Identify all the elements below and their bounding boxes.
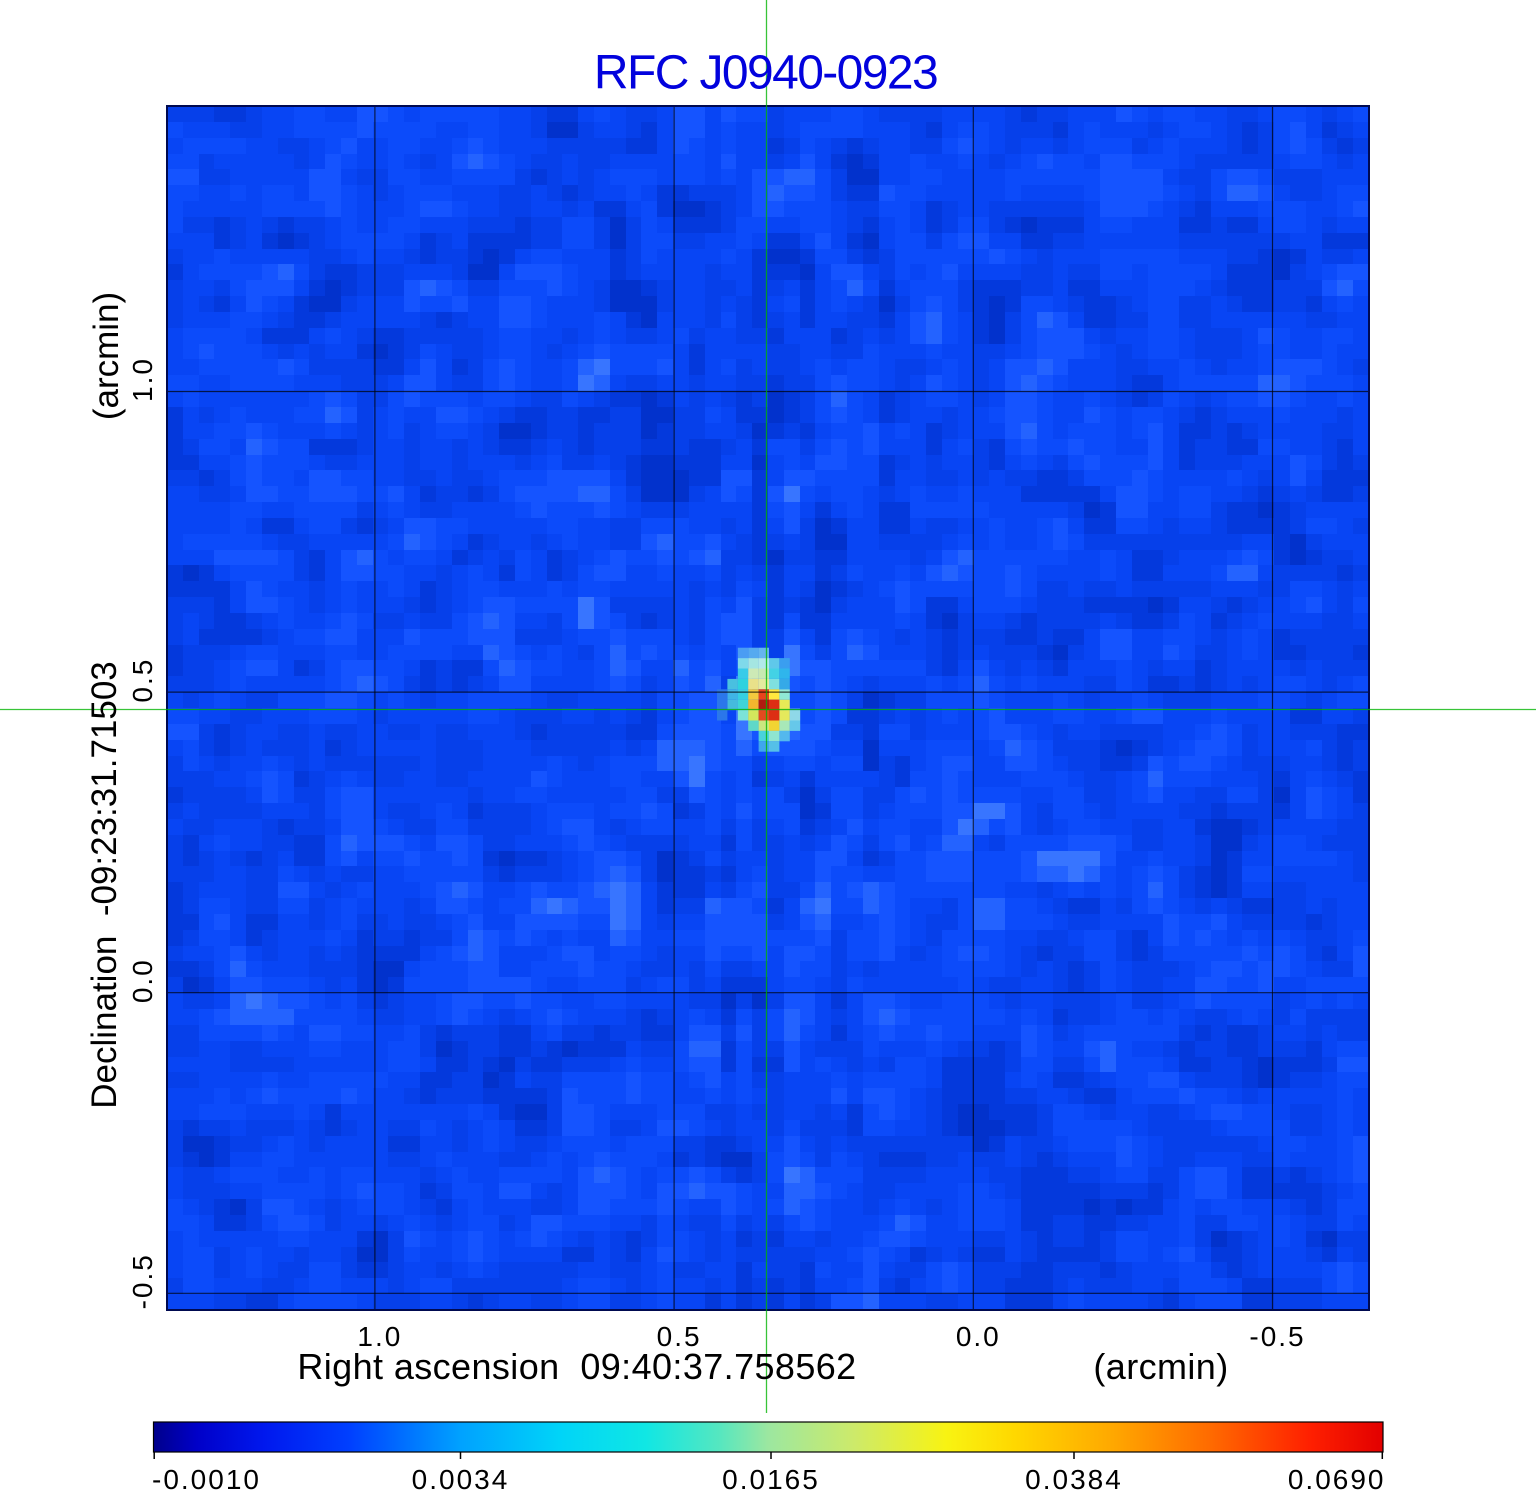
svg-text:Right ascension 09:40:37.7585: Right ascension 09:40:37.758562 bbox=[297, 1346, 856, 1387]
svg-text:(arcmin): (arcmin) bbox=[1093, 1346, 1228, 1387]
svg-text:Declination -09:23:31.71503: Declination -09:23:31.71503 bbox=[85, 661, 124, 1109]
svg-text:0.0: 0.0 bbox=[127, 958, 158, 1003]
svg-text:1.0: 1.0 bbox=[127, 357, 158, 402]
svg-text:0.0690: 0.0690 bbox=[1288, 1464, 1386, 1495]
svg-text:1.0: 1.0 bbox=[357, 1321, 402, 1352]
svg-text:-0.0010: -0.0010 bbox=[152, 1464, 261, 1495]
svg-text:0.0165: 0.0165 bbox=[722, 1464, 820, 1495]
svg-text:-0.5: -0.5 bbox=[1249, 1321, 1305, 1352]
svg-text:-0.5: -0.5 bbox=[127, 1253, 158, 1309]
svg-text:(arcmin): (arcmin) bbox=[87, 292, 126, 420]
svg-text:0.5: 0.5 bbox=[657, 1321, 702, 1352]
svg-text:0.0384: 0.0384 bbox=[1025, 1464, 1123, 1495]
svg-text:0.0034: 0.0034 bbox=[412, 1464, 510, 1495]
svg-text:RFC J0940-0923: RFC J0940-0923 bbox=[594, 47, 937, 100]
svg-text:0.0: 0.0 bbox=[956, 1321, 1001, 1352]
svg-text:0.5: 0.5 bbox=[127, 658, 158, 703]
